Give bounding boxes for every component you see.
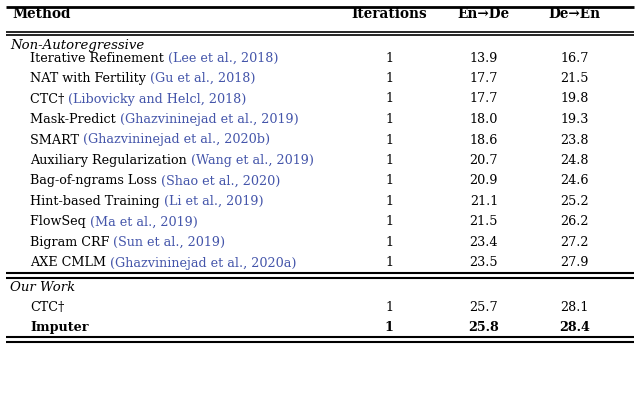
- Text: 17.7: 17.7: [470, 72, 498, 85]
- Text: (Shao et al., 2020): (Shao et al., 2020): [161, 174, 280, 187]
- Text: 23.4: 23.4: [470, 235, 498, 248]
- Text: 25.8: 25.8: [468, 320, 499, 333]
- Text: 24.6: 24.6: [561, 174, 589, 187]
- Text: Non-Autoregressive: Non-Autoregressive: [10, 39, 144, 53]
- Text: FlowSeq: FlowSeq: [30, 215, 90, 228]
- Text: Iterations: Iterations: [351, 6, 427, 20]
- Text: 1: 1: [385, 194, 393, 207]
- Text: 20.7: 20.7: [470, 154, 498, 166]
- Text: 1: 1: [385, 113, 393, 126]
- Text: 20.9: 20.9: [470, 174, 498, 187]
- Text: 1: 1: [385, 215, 393, 228]
- Text: 27.9: 27.9: [561, 256, 589, 269]
- Text: 1: 1: [385, 72, 393, 85]
- Text: 21.5: 21.5: [561, 72, 589, 85]
- Text: 1: 1: [385, 320, 394, 333]
- Text: 28.1: 28.1: [561, 300, 589, 313]
- Text: (Gu et al., 2018): (Gu et al., 2018): [150, 72, 255, 85]
- Text: Bag-of-ngrams Loss: Bag-of-ngrams Loss: [30, 174, 161, 187]
- Text: En→De: En→De: [458, 6, 510, 20]
- Text: Auxiliary Regularization: Auxiliary Regularization: [30, 154, 191, 166]
- Text: 23.8: 23.8: [561, 133, 589, 146]
- Text: 1: 1: [385, 92, 393, 105]
- Text: 1: 1: [385, 174, 393, 187]
- Text: 23.5: 23.5: [470, 256, 498, 269]
- Text: Mask-Predict: Mask-Predict: [30, 113, 120, 126]
- Text: 21.5: 21.5: [470, 215, 498, 228]
- Text: 21.1: 21.1: [470, 194, 498, 207]
- Text: 18.0: 18.0: [470, 113, 498, 126]
- Text: De→En: De→En: [548, 6, 601, 20]
- Text: 1: 1: [385, 133, 393, 146]
- Text: CTC†: CTC†: [30, 92, 68, 105]
- Text: 24.8: 24.8: [561, 154, 589, 166]
- Text: 1: 1: [385, 154, 393, 166]
- Text: (Li et al., 2019): (Li et al., 2019): [164, 194, 263, 207]
- Text: 25.2: 25.2: [561, 194, 589, 207]
- Text: 1: 1: [385, 235, 393, 248]
- Text: 25.7: 25.7: [470, 300, 498, 313]
- Text: 26.2: 26.2: [561, 215, 589, 228]
- Text: CTC†: CTC†: [30, 300, 65, 313]
- Text: 17.7: 17.7: [470, 92, 498, 105]
- Text: Our Work: Our Work: [10, 280, 75, 294]
- Text: AXE CMLM: AXE CMLM: [30, 256, 110, 269]
- Text: (Libovicky and Helcl, 2018): (Libovicky and Helcl, 2018): [68, 92, 247, 105]
- Text: Imputer: Imputer: [30, 320, 88, 333]
- Text: 1: 1: [385, 300, 393, 313]
- Text: 28.4: 28.4: [559, 320, 590, 333]
- Text: Iterative Refinement: Iterative Refinement: [30, 51, 168, 64]
- Text: 27.2: 27.2: [561, 235, 589, 248]
- Text: (Ghazvininejad et al., 2020a): (Ghazvininejad et al., 2020a): [110, 256, 296, 269]
- Text: (Sun et al., 2019): (Sun et al., 2019): [113, 235, 225, 248]
- Text: 13.9: 13.9: [470, 51, 498, 64]
- Text: NAT with Fertility: NAT with Fertility: [30, 72, 150, 85]
- Text: Bigram CRF: Bigram CRF: [30, 235, 113, 248]
- Text: 1: 1: [385, 51, 393, 64]
- Text: Hint-based Training: Hint-based Training: [30, 194, 164, 207]
- Text: 16.7: 16.7: [561, 51, 589, 64]
- Text: (Ghazvininejad et al., 2020b): (Ghazvininejad et al., 2020b): [83, 133, 270, 146]
- Text: (Lee et al., 2018): (Lee et al., 2018): [168, 51, 278, 64]
- Text: Method: Method: [12, 6, 70, 20]
- Text: (Ma et al., 2019): (Ma et al., 2019): [90, 215, 198, 228]
- Text: SMART: SMART: [30, 133, 83, 146]
- Text: 19.8: 19.8: [561, 92, 589, 105]
- Text: (Wang et al., 2019): (Wang et al., 2019): [191, 154, 314, 166]
- Text: 1: 1: [385, 256, 393, 269]
- Text: 19.3: 19.3: [561, 113, 589, 126]
- Text: (Ghazvininejad et al., 2019): (Ghazvininejad et al., 2019): [120, 113, 298, 126]
- Text: 18.6: 18.6: [470, 133, 498, 146]
